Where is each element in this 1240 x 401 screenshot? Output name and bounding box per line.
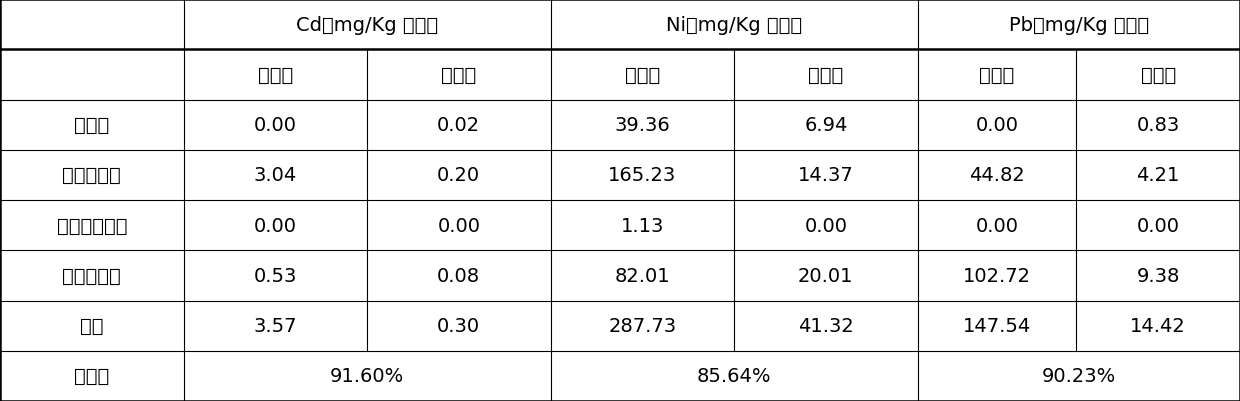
Text: 102.72: 102.72 <box>963 266 1030 285</box>
Text: Ni（mg/Kg 土壤）: Ni（mg/Kg 土壤） <box>666 16 802 34</box>
Text: 去除率: 去除率 <box>74 367 109 385</box>
Text: 4.21: 4.21 <box>1137 166 1179 185</box>
Text: 0.53: 0.53 <box>254 266 296 285</box>
Text: 1.13: 1.13 <box>621 216 663 235</box>
Text: 铁锦氧化态: 铁锦氧化态 <box>62 266 122 285</box>
Text: 82.01: 82.01 <box>615 266 670 285</box>
Text: 治理后: 治理后 <box>808 66 843 85</box>
Text: Cd（mg/Kg 土壤）: Cd（mg/Kg 土壤） <box>296 16 438 34</box>
Text: 治理前: 治理前 <box>258 66 293 85</box>
Text: 9.38: 9.38 <box>1137 266 1179 285</box>
Text: 6.94: 6.94 <box>805 116 847 135</box>
Text: 总量: 总量 <box>81 316 103 335</box>
Text: 41.32: 41.32 <box>799 316 853 335</box>
Text: 165.23: 165.23 <box>608 166 677 185</box>
Text: 14.37: 14.37 <box>799 166 853 185</box>
Text: 147.54: 147.54 <box>962 316 1032 335</box>
Text: 治理后: 治理后 <box>441 66 476 85</box>
Text: 90.23%: 90.23% <box>1042 367 1116 385</box>
Text: 0.30: 0.30 <box>438 316 480 335</box>
Text: 44.82: 44.82 <box>970 166 1024 185</box>
Text: 0.00: 0.00 <box>976 216 1018 235</box>
Text: 碳酸盐结合态: 碳酸盐结合态 <box>57 216 126 235</box>
Text: 0.00: 0.00 <box>254 116 296 135</box>
Text: 水溶态: 水溶态 <box>74 116 109 135</box>
Text: 0.08: 0.08 <box>438 266 480 285</box>
Text: 0.83: 0.83 <box>1137 116 1179 135</box>
Text: 91.60%: 91.60% <box>330 367 404 385</box>
Text: 离子交换态: 离子交换态 <box>62 166 122 185</box>
Text: 3.57: 3.57 <box>253 316 298 335</box>
Text: 0.00: 0.00 <box>805 216 847 235</box>
Text: 0.00: 0.00 <box>976 116 1018 135</box>
Text: 治理前: 治理前 <box>980 66 1014 85</box>
Text: 14.42: 14.42 <box>1131 316 1185 335</box>
Text: Pb（mg/Kg 土壤）: Pb（mg/Kg 土壤） <box>1008 16 1149 34</box>
Text: 287.73: 287.73 <box>609 316 676 335</box>
Text: 0.00: 0.00 <box>438 216 480 235</box>
Text: 0.20: 0.20 <box>438 166 480 185</box>
Text: 39.36: 39.36 <box>615 116 670 135</box>
Text: 85.64%: 85.64% <box>697 367 771 385</box>
Text: 治理前: 治理前 <box>625 66 660 85</box>
Text: 20.01: 20.01 <box>799 266 853 285</box>
Text: 0.00: 0.00 <box>254 216 296 235</box>
Text: 0.00: 0.00 <box>1137 216 1179 235</box>
Text: 3.04: 3.04 <box>254 166 296 185</box>
Text: 治理后: 治理后 <box>1141 66 1176 85</box>
Text: 0.02: 0.02 <box>438 116 480 135</box>
